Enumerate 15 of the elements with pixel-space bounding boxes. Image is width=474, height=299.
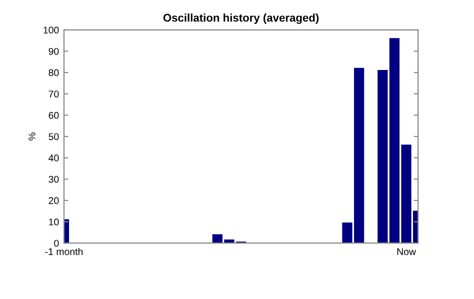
- y-tick-label: 0: [54, 240, 59, 247]
- y-tick-label: 50: [48, 133, 59, 140]
- y-tick-label: 10: [49, 218, 59, 226]
- y-tick-label: 70: [48, 90, 59, 98]
- y-tick-label: 30: [48, 176, 59, 183]
- y-tick-label: 20: [48, 197, 59, 204]
- y-tick-label: 90: [48, 48, 59, 55]
- y-tick-label: 100: [44, 26, 59, 34]
- y-axis-title: %: [28, 132, 36, 140]
- x-tick-label: Now: [397, 248, 416, 256]
- y-tick-label: 40: [48, 154, 59, 162]
- x-tick-label: -1 month: [45, 248, 83, 256]
- y-tick-label: 60: [48, 112, 59, 119]
- chart-title: Oscillation history (averaged): [163, 14, 319, 24]
- y-tick-label: 80: [48, 69, 59, 76]
